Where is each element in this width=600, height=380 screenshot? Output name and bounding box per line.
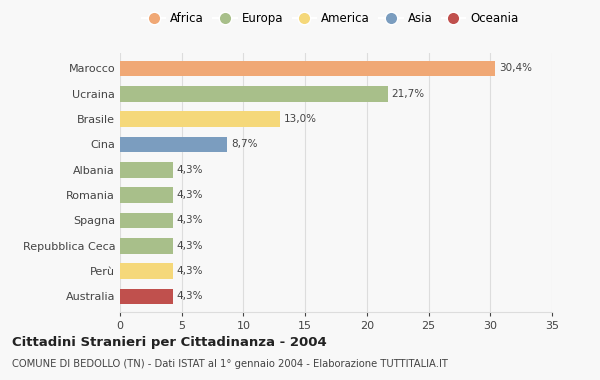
Text: 4,3%: 4,3% [177, 291, 203, 301]
Text: 13,0%: 13,0% [284, 114, 317, 124]
Legend: Africa, Europa, America, Asia, Oceania: Africa, Europa, America, Asia, Oceania [139, 10, 521, 27]
Text: COMUNE DI BEDOLLO (TN) - Dati ISTAT al 1° gennaio 2004 - Elaborazione TUTTITALIA: COMUNE DI BEDOLLO (TN) - Dati ISTAT al 1… [12, 359, 448, 369]
Bar [120, 263, 173, 279]
Text: 21,7%: 21,7% [392, 89, 425, 99]
Bar [120, 288, 173, 304]
Text: 4,3%: 4,3% [177, 266, 203, 276]
Bar [120, 111, 280, 127]
Text: 8,7%: 8,7% [231, 139, 257, 149]
Text: 4,3%: 4,3% [177, 215, 203, 225]
Bar [120, 187, 173, 203]
Text: Cittadini Stranieri per Cittadinanza - 2004: Cittadini Stranieri per Cittadinanza - 2… [12, 336, 327, 349]
Bar [120, 238, 173, 253]
Bar [120, 60, 495, 76]
Bar [120, 212, 173, 228]
Bar [120, 86, 388, 101]
Text: 4,3%: 4,3% [177, 241, 203, 251]
Text: 30,4%: 30,4% [499, 63, 532, 73]
Text: 4,3%: 4,3% [177, 165, 203, 175]
Text: 4,3%: 4,3% [177, 190, 203, 200]
Bar [120, 162, 173, 177]
Bar [120, 136, 227, 152]
